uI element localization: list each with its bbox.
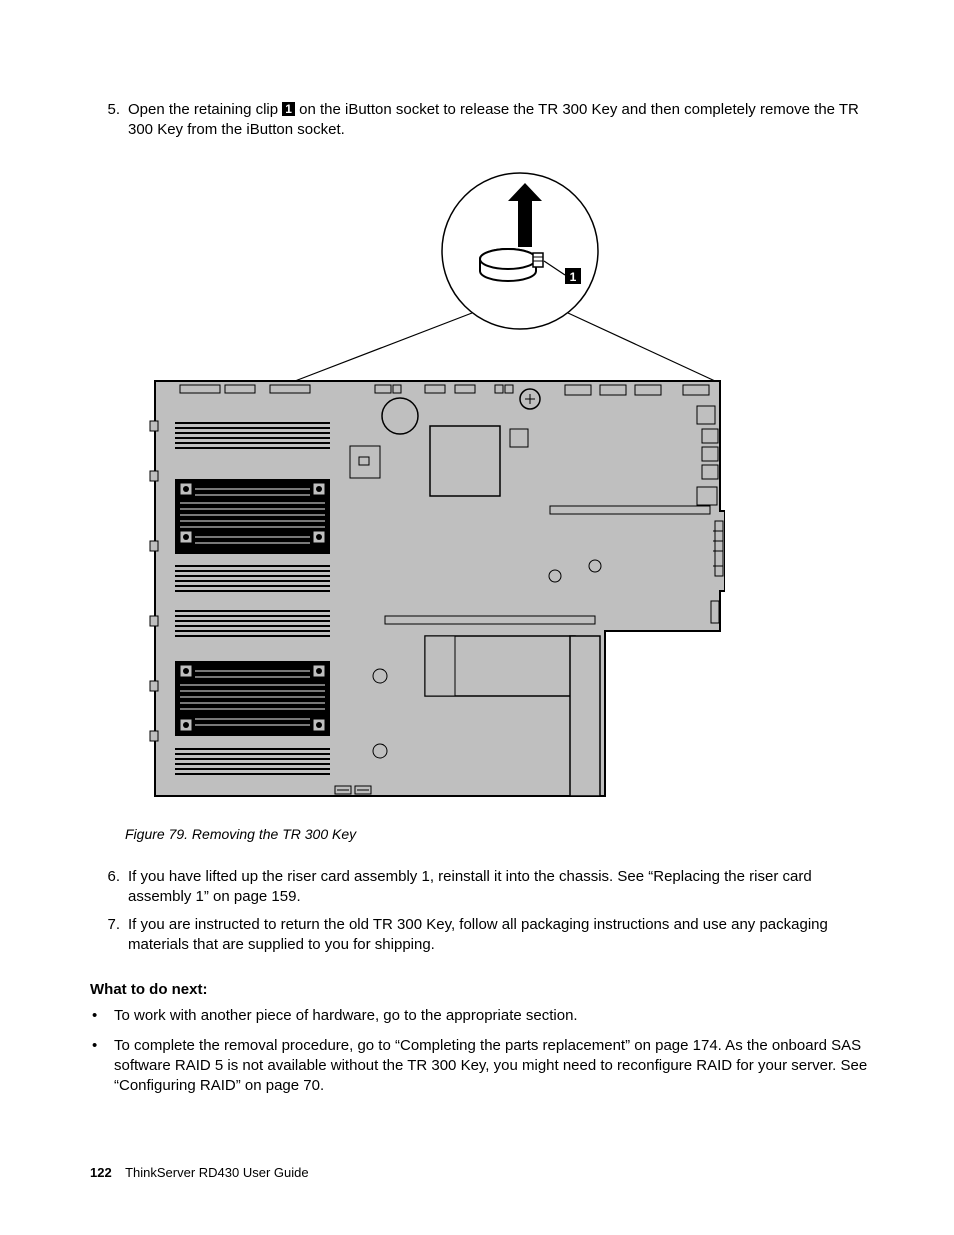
cpu-socket-1 — [175, 479, 330, 554]
callout-inline-1: 1 — [282, 102, 295, 116]
step-7: 7. If you are instructed to return the o… — [90, 915, 874, 956]
step-body: If you have lifted up the riser card ass… — [128, 867, 874, 908]
page-footer: 122 ThinkServer RD430 User Guide — [90, 1165, 309, 1180]
step-number: 6. — [90, 867, 128, 908]
figure-caption: Figure 79. Removing the TR 300 Key — [125, 826, 874, 842]
bullet-icon: • — [90, 1036, 114, 1097]
step-text-pre: Open the retaining clip — [128, 101, 282, 118]
step-body: Open the retaining clip 1 on the iButton… — [128, 100, 874, 141]
svg-text:1: 1 — [570, 270, 577, 284]
figure-79: 1 — [125, 171, 874, 806]
page: 5. Open the retaining clip 1 on the iBut… — [0, 0, 954, 1235]
step-number: 5. — [90, 100, 128, 141]
next-bullet-1: • To work with another piece of hardware… — [90, 1006, 874, 1026]
step-number: 7. — [90, 915, 128, 956]
motherboard-diagram: 1 — [125, 171, 725, 801]
cpu-socket-2 — [175, 661, 330, 736]
step-5: 5. Open the retaining clip 1 on the iBut… — [90, 100, 874, 141]
bullet-text: To work with another piece of hardware, … — [114, 1006, 874, 1026]
motherboard — [150, 381, 725, 796]
bullet-icon: • — [90, 1006, 114, 1026]
what-next-heading: What to do next: — [90, 981, 874, 998]
detail-balloon — [295, 173, 715, 381]
step-body: If you are instructed to return the old … — [128, 915, 874, 956]
bullet-text: To complete the removal procedure, go to… — [114, 1036, 874, 1097]
step-6: 6. If you have lifted up the riser card … — [90, 867, 874, 908]
page-number: 122 — [90, 1165, 112, 1180]
next-bullet-2: • To complete the removal procedure, go … — [90, 1036, 874, 1097]
footer-title: ThinkServer RD430 User Guide — [125, 1165, 309, 1180]
